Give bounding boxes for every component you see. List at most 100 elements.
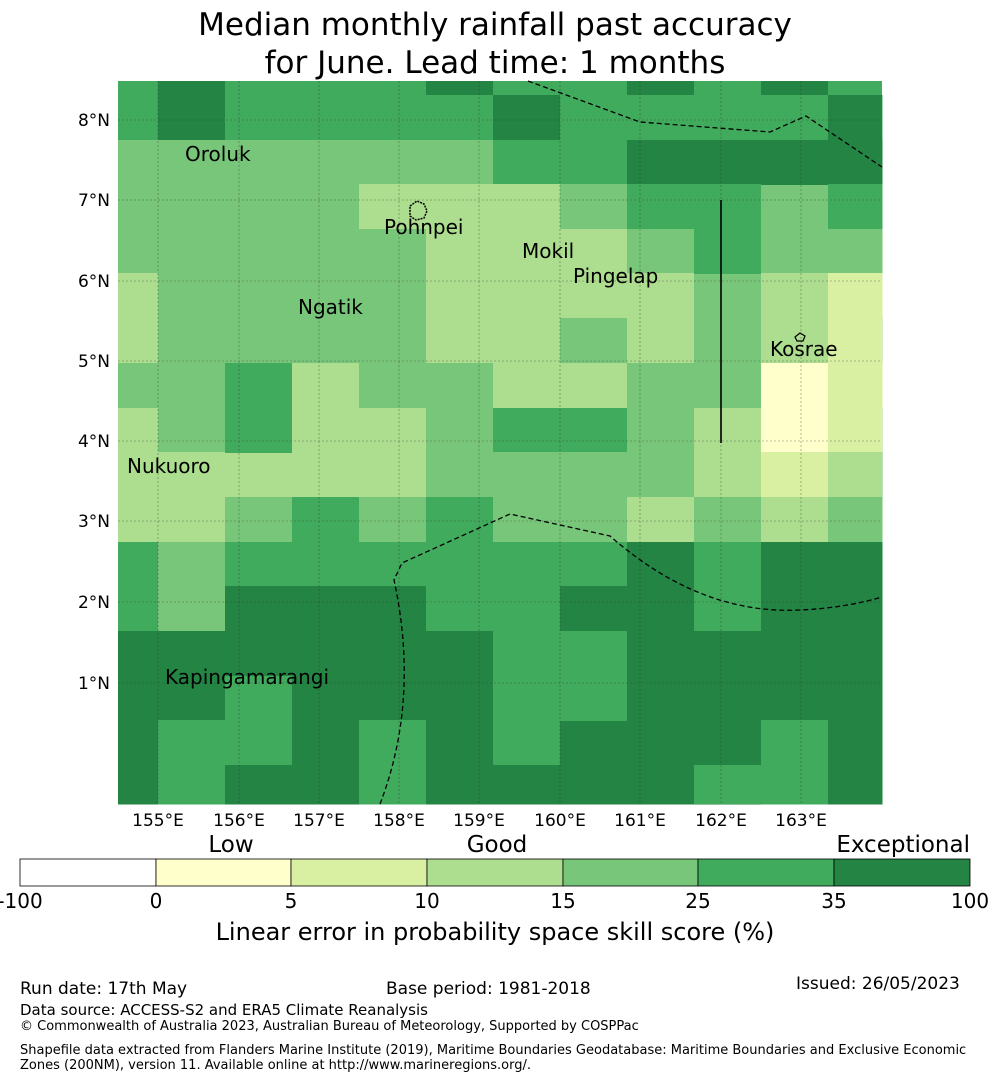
grid-cell	[761, 586, 829, 632]
grid-cell	[225, 408, 292, 453]
grid-cell	[426, 408, 494, 453]
grid-cell	[560, 720, 628, 805]
grid-cell	[158, 765, 225, 804]
grid-cell	[426, 497, 494, 543]
grid-cell	[627, 542, 695, 587]
grid-cell	[359, 497, 427, 543]
grid-cell	[627, 586, 694, 631]
grid-cell	[828, 676, 883, 721]
grid-cell	[359, 586, 427, 632]
grid-cell	[761, 676, 829, 721]
grid-cell	[225, 631, 293, 677]
grid-cell	[694, 273, 762, 319]
eez-boundary-south	[379, 513, 883, 805]
grid-cell	[426, 363, 494, 409]
grid-cell	[828, 631, 883, 677]
grid-cell	[158, 408, 226, 453]
grid-cell	[292, 676, 360, 721]
grid-cell	[426, 720, 494, 805]
grid-cell	[158, 452, 226, 498]
grid-cell	[225, 363, 293, 409]
grid-cell	[828, 273, 883, 319]
grid-cell	[560, 631, 628, 677]
grid-cell	[225, 720, 292, 765]
x-tick-label: 161°E	[614, 811, 666, 830]
grid-cell	[292, 184, 360, 230]
grid-cell	[225, 497, 293, 543]
grid-cell	[426, 318, 494, 364]
eez-boundary-north	[527, 80, 883, 168]
grid-cell	[292, 586, 360, 632]
grid-cell	[118, 676, 158, 765]
grid-cell	[158, 542, 226, 587]
grid-cell	[828, 184, 882, 229]
grid-cell	[359, 542, 427, 587]
grid-cell	[828, 81, 882, 95]
place-label: Pingelap	[573, 264, 658, 288]
grid-cell	[426, 273, 494, 319]
grid-cell	[118, 363, 159, 409]
grid-cell	[694, 363, 762, 409]
legend-color-box	[562, 858, 699, 887]
grid-cell	[225, 140, 293, 185]
legend-tick-label: -100	[0, 889, 43, 913]
grid-cell	[292, 631, 360, 677]
y-tick-label: 5°N	[78, 352, 110, 372]
grid-cell	[359, 363, 427, 409]
legend-tick-label: 15	[550, 889, 575, 913]
grid-cell	[627, 631, 695, 677]
grid-cell	[694, 318, 762, 364]
legend-category-label: Low	[208, 832, 253, 858]
x-tick-label: 162°E	[695, 811, 747, 830]
run-date: Run date: 17th May	[20, 979, 188, 999]
skill-score-map: 155°E 156°E 157°E 158°E 159°E 160°E 161°E 162°E…	[78, 80, 883, 830]
grid-cells	[118, 81, 883, 805]
legend-color-box	[833, 858, 971, 887]
grid-cell	[158, 363, 226, 409]
pohnpei-island-outline	[409, 200, 428, 221]
legend-tick-label: 5	[285, 889, 298, 913]
grid-cell	[225, 542, 293, 587]
place-label: Kosrae	[770, 337, 838, 361]
map-title: Median monthly rainfall past accuracy fo…	[0, 6, 990, 82]
grid-cell	[627, 363, 695, 409]
grid-cell	[359, 81, 426, 95]
grid-cell	[694, 184, 761, 274]
grid-cell	[292, 408, 359, 453]
grid-cell	[292, 95, 360, 141]
grid-cell	[761, 542, 829, 587]
grid-cell	[694, 81, 761, 95]
grid-cell	[292, 497, 360, 543]
grid-cell	[359, 676, 427, 721]
grid-cell	[493, 140, 561, 185]
y-tick-label: 1°N	[78, 674, 110, 694]
grid-cell	[828, 408, 882, 453]
grid-cell	[118, 184, 159, 230]
legend-tick-label: 100	[951, 889, 989, 913]
grid-cell	[292, 542, 360, 587]
grid-cell	[225, 273, 293, 319]
grid-cell	[158, 676, 226, 721]
grid-cell	[292, 81, 359, 95]
grid-cell	[292, 318, 360, 364]
grid-cell	[560, 676, 627, 721]
grid-cell	[426, 95, 494, 141]
y-tick-label: 8°N	[78, 111, 110, 131]
grid-cell	[493, 676, 560, 721]
grid-cell	[292, 720, 360, 805]
grid-cell	[761, 363, 829, 409]
legend-categories: Low Good Exceptional	[208, 832, 970, 858]
grid-cell	[560, 318, 628, 364]
colorbar-legend: Low Good Exceptional -100 0 5 10 15 25 35 100	[0, 832, 989, 913]
grid-cell	[292, 452, 426, 497]
data-source: Data source: ACCESS-S2 and ERA5 Climate …	[20, 1001, 428, 1019]
grid-cell	[426, 81, 493, 95]
grid-cell	[627, 452, 695, 498]
grid-cell	[292, 140, 360, 185]
title-line-2: for June. Lead time: 1 months	[264, 45, 726, 81]
grid-cell	[627, 229, 695, 274]
grid-cell	[560, 586, 628, 632]
place-label: Mokil	[522, 239, 574, 263]
grid-cell	[761, 273, 829, 319]
grid-cell	[828, 318, 882, 363]
